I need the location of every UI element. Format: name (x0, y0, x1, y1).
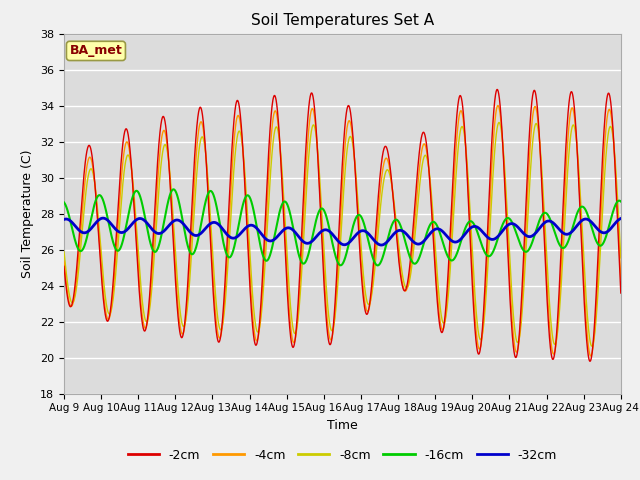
X-axis label: Time: Time (327, 419, 358, 432)
Text: BA_met: BA_met (70, 44, 122, 58)
Title: Soil Temperatures Set A: Soil Temperatures Set A (251, 13, 434, 28)
Legend: -2cm, -4cm, -8cm, -16cm, -32cm: -2cm, -4cm, -8cm, -16cm, -32cm (123, 444, 562, 467)
Y-axis label: Soil Temperature (C): Soil Temperature (C) (22, 149, 35, 278)
